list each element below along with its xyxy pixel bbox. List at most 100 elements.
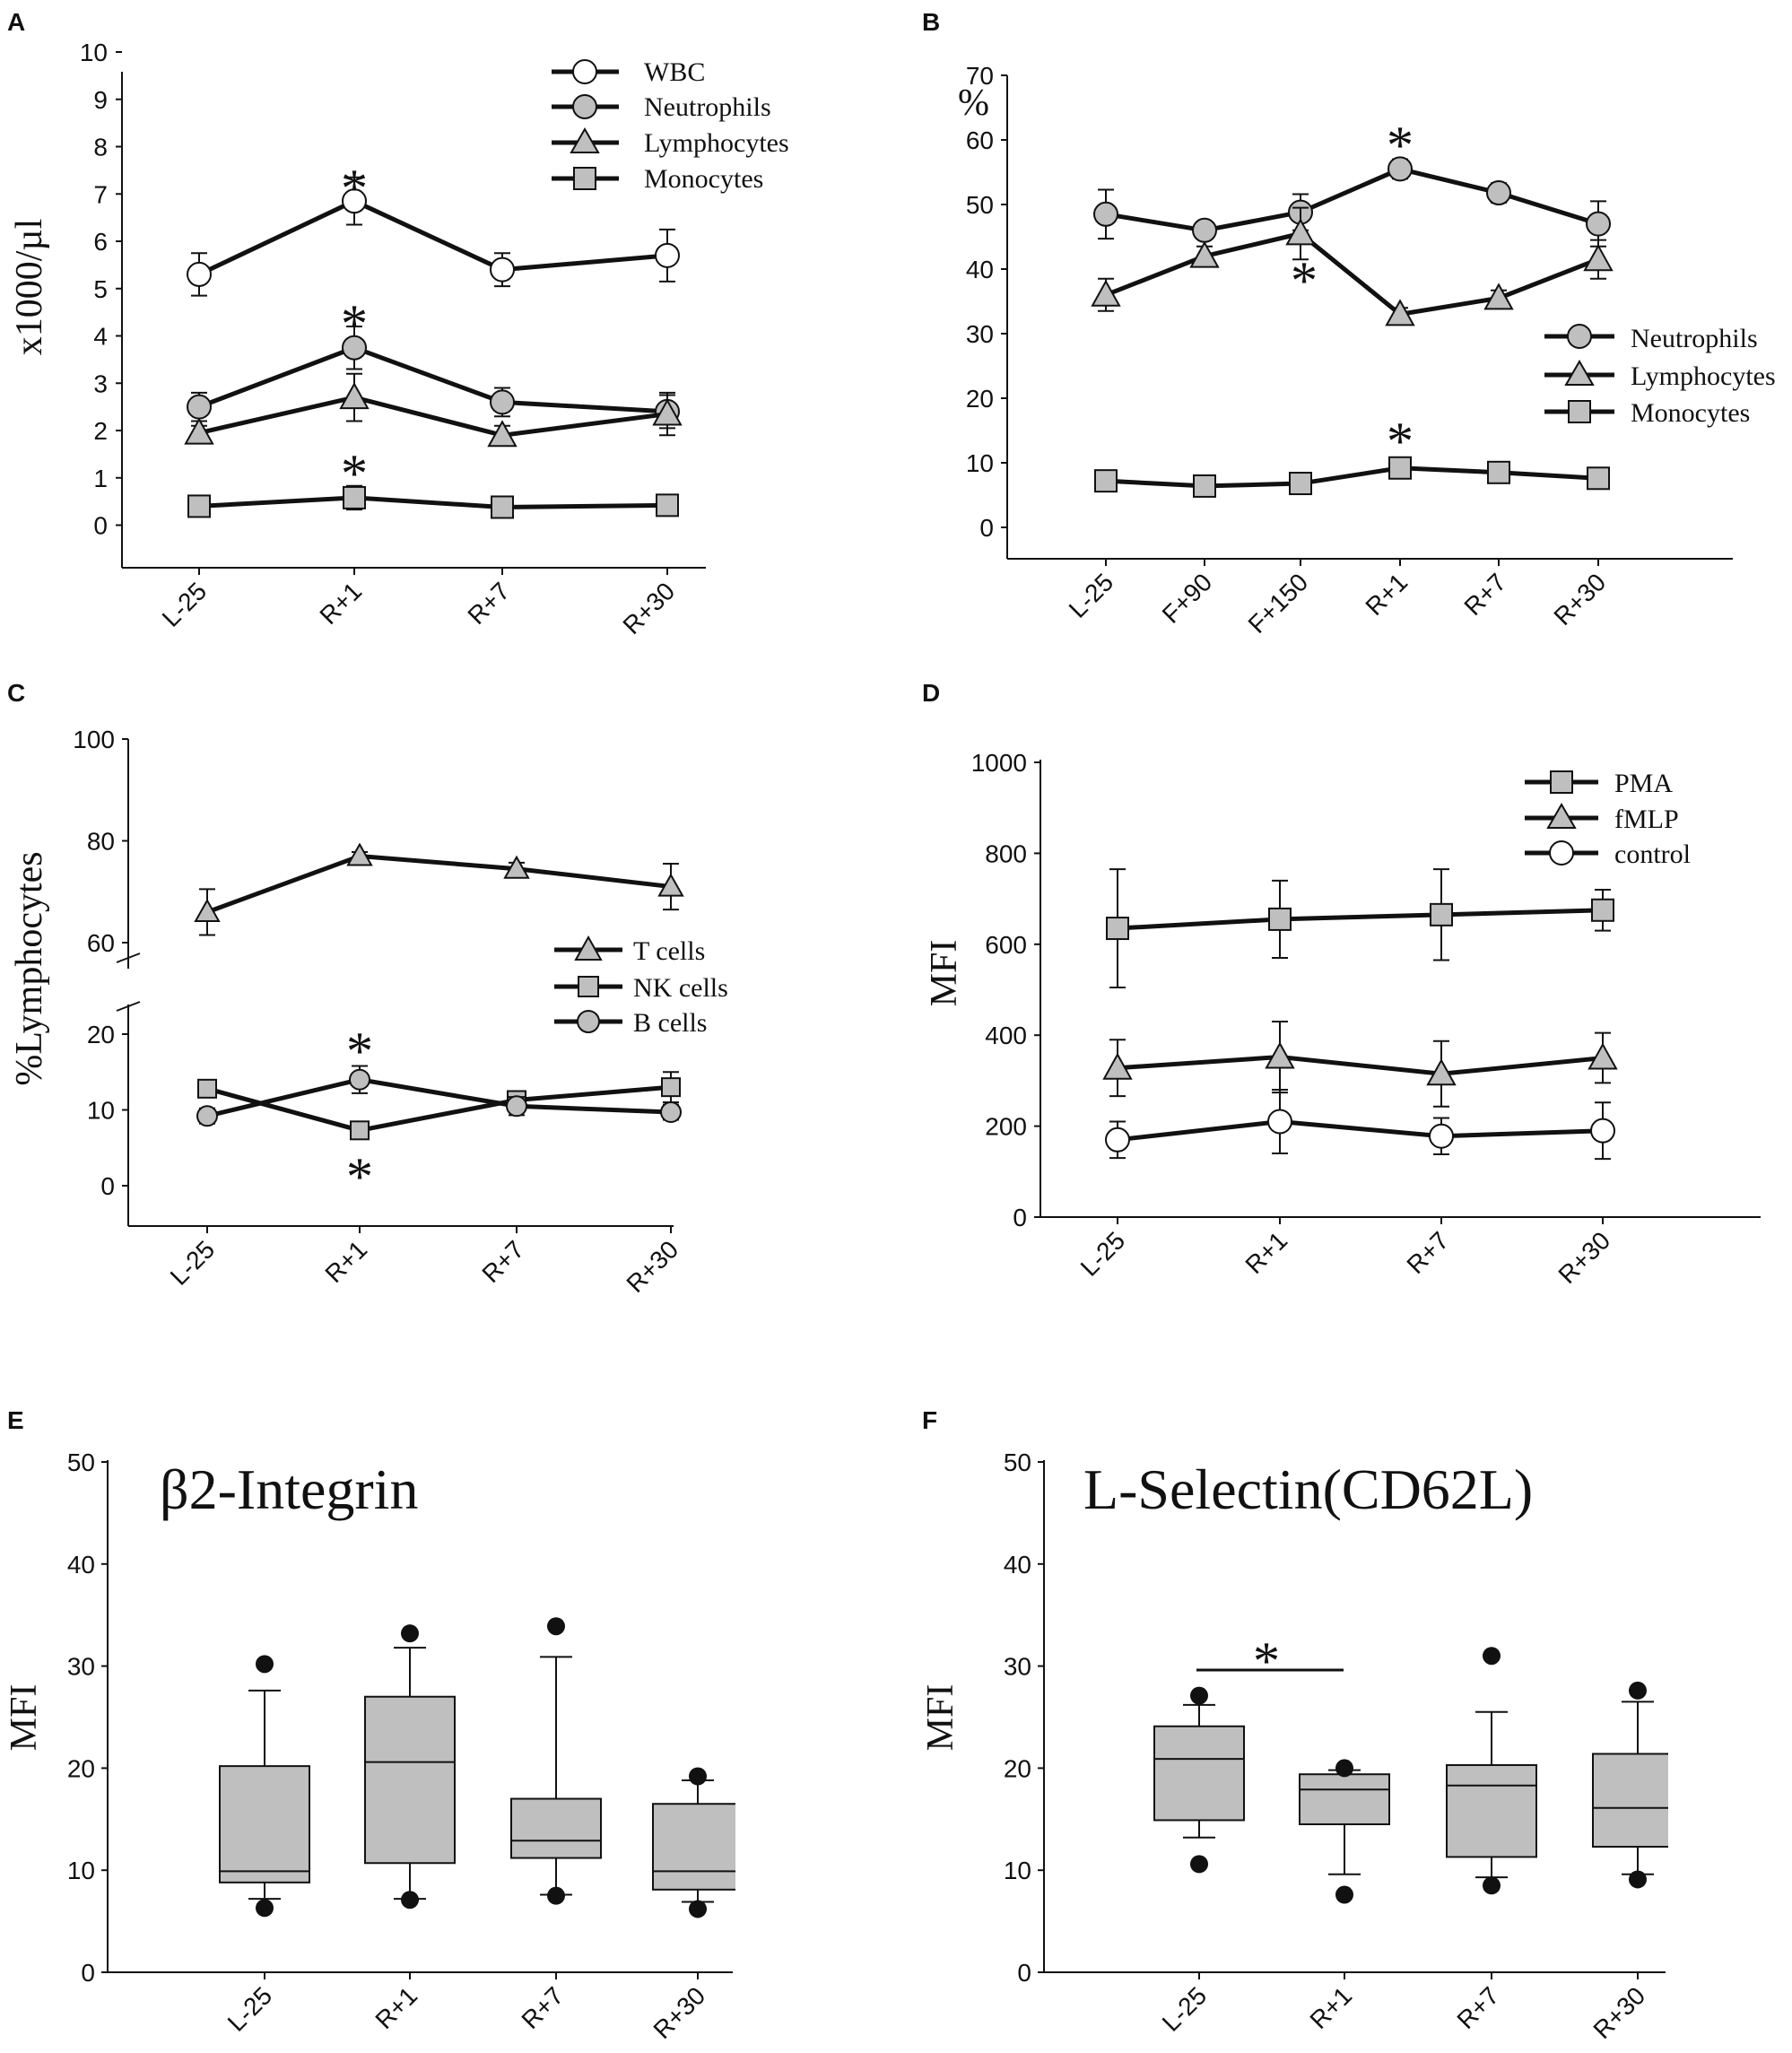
panel-d: 0 200 400 600 800 1000 L-25 R+1 R+7 R+30 MFI PMA… xyxy=(924,749,1761,1289)
box-r-7 xyxy=(510,1617,602,1905)
panel-c-y-label: %Lymphocytes xyxy=(9,851,50,1085)
y-tick-label: 6 xyxy=(93,228,108,256)
data-point-neutrophils xyxy=(490,389,515,415)
y-tick-label: 7 xyxy=(93,180,108,208)
box-r-7 xyxy=(1446,1647,1537,1895)
x-tick-label: R+1 xyxy=(314,577,367,630)
data-point-control xyxy=(1105,1127,1130,1153)
panel-a-series xyxy=(184,176,683,519)
y-tick-label: 70 xyxy=(966,62,994,90)
box-iqr xyxy=(1592,1753,1668,1849)
legend-label-control: control xyxy=(1614,839,1691,869)
data-point-t-cells xyxy=(503,855,530,879)
panel-e-x-ticks: L-25 R+1 R+7 R+30 xyxy=(222,1972,710,2044)
data-point-lymphocytes xyxy=(652,398,683,426)
data-point-monocytes xyxy=(1487,460,1510,484)
data-point-lymphocytes xyxy=(1483,283,1514,310)
panel-b-y-label: % xyxy=(958,83,989,124)
panel-e-axes xyxy=(107,1460,733,1973)
box-iqr xyxy=(219,1765,310,1883)
y-tick-label: 4 xyxy=(93,323,108,351)
y-tick-label: 5 xyxy=(93,275,108,303)
y-tick-label: 9 xyxy=(93,86,108,114)
outlier-point xyxy=(1483,1876,1501,1895)
x-tick-label: R+1 xyxy=(370,1981,422,2034)
legend-marker-neutrophils xyxy=(1567,324,1592,349)
x-tick-label: R+7 xyxy=(462,577,515,630)
x-tick-label: R+30 xyxy=(1553,1226,1615,1289)
panel-d-series xyxy=(1102,868,1618,1161)
y-tick-label: 10 xyxy=(966,449,994,477)
y-tick-label: 8 xyxy=(93,134,108,161)
data-point-monocytes xyxy=(1388,456,1412,480)
data-point-b-cells xyxy=(506,1095,527,1118)
legend-item-b-cells: B cells xyxy=(554,1008,708,1038)
x-tick-label: L-25 xyxy=(1157,1981,1213,2037)
y-tick-label: 0 xyxy=(979,514,994,542)
data-point-lymphocytes xyxy=(1285,218,1316,246)
data-point-t-cells xyxy=(657,873,684,897)
x-tick-label: R+7 xyxy=(476,1235,529,1288)
box-r-1 xyxy=(1299,1759,1390,1904)
data-point-lymphocytes xyxy=(184,417,214,445)
panel-b-sig-star-neutrophils: * xyxy=(1387,116,1414,175)
y-tick-label: 0 xyxy=(93,512,108,540)
legend-item-fmlp: fMLP xyxy=(1525,802,1679,834)
data-point-nk-cells xyxy=(350,1120,370,1141)
panel-label-d: D xyxy=(922,679,940,707)
panel-c-axis-break xyxy=(116,1001,141,1012)
legend-item-t-cells: T cells xyxy=(554,935,705,966)
legend-item-control: control xyxy=(1525,839,1691,869)
box-iqr xyxy=(364,1695,456,1865)
panel-e-boxes xyxy=(219,1617,735,1918)
legend-marker-t-cells xyxy=(574,935,603,961)
y-tick-label: 400 xyxy=(985,1022,1027,1049)
legend-label-neutrophils: Neutrophils xyxy=(1631,324,1758,353)
x-tick-label: R+30 xyxy=(648,1981,710,2044)
panel-b-y-ticks: 0 10 20 30 40 50 60 70 xyxy=(966,62,1007,542)
x-tick-label: R+30 xyxy=(1588,1981,1650,2044)
series-line-pma xyxy=(1117,908,1604,931)
data-point-t-cells xyxy=(346,842,373,866)
legend-label-monocytes: Monocytes xyxy=(1631,398,1750,428)
data-point-monocytes xyxy=(1587,466,1610,491)
panel-a: 0 1 2 3 4 5 6 7 8 9 10 L-25 R+1 R+7 R+30 x1000/µl WBC… xyxy=(9,39,789,639)
x-tick-label: R+1 xyxy=(1240,1226,1292,1279)
data-point-neutrophils xyxy=(342,335,367,361)
series-fmlp xyxy=(1102,1020,1618,1108)
series-t-cells xyxy=(194,842,684,936)
panel-d-x-ticks: L-25 R+1 R+7 R+30 xyxy=(1075,1217,1615,1289)
panel-b-sig-star-monocytes: * xyxy=(1387,412,1414,471)
data-point-wbc xyxy=(342,188,367,214)
legend-label-pma: PMA xyxy=(1614,769,1673,798)
series-neutrophils xyxy=(1093,156,1611,248)
data-point-monocytes xyxy=(1094,469,1118,493)
y-tick-label: 0 xyxy=(100,1172,115,1200)
legend-item-wbc: WBC xyxy=(552,57,705,87)
panel-label-c: C xyxy=(7,679,25,707)
panel-label-e: E xyxy=(7,1406,24,1434)
series-neutrophils xyxy=(187,325,680,430)
y-tick-label: 10 xyxy=(80,39,108,66)
data-point-nk-cells xyxy=(197,1078,217,1099)
y-tick-label: 40 xyxy=(67,1551,95,1579)
legend-item-monocytes: Monocytes xyxy=(552,164,763,194)
panel-a-x-ticks: L-25 R+1 R+7 R+30 xyxy=(157,568,680,639)
panel-f-y-ticks: 0 10 20 30 40 50 xyxy=(1004,1448,1044,1987)
legend-label-lymphocytes: Lymphocytes xyxy=(1631,361,1776,391)
series-line-neutrophils xyxy=(1105,166,1599,233)
panel-e: 0 10 20 30 40 50 L-25 R+1 R+7 R+30 MFI β2-Integr… xyxy=(4,1448,735,2044)
panel-label-a: A xyxy=(7,8,25,36)
outlier-point xyxy=(1190,1686,1208,1705)
y-tick-label: 0 xyxy=(1013,1204,1027,1231)
panel-c-series xyxy=(194,842,684,1141)
data-point-b-cells xyxy=(660,1101,682,1124)
x-tick-label: R+1 xyxy=(1360,568,1413,621)
y-tick-label: 1000 xyxy=(971,749,1027,777)
panel-a-y-label: x1000/µl xyxy=(9,219,50,356)
panel-b-series xyxy=(1091,156,1614,498)
panel-b-legend: Neutrophils Lymphocytes Monocytes xyxy=(1544,324,1776,428)
box-l-25 xyxy=(219,1655,310,1918)
series-wbc xyxy=(187,176,680,297)
